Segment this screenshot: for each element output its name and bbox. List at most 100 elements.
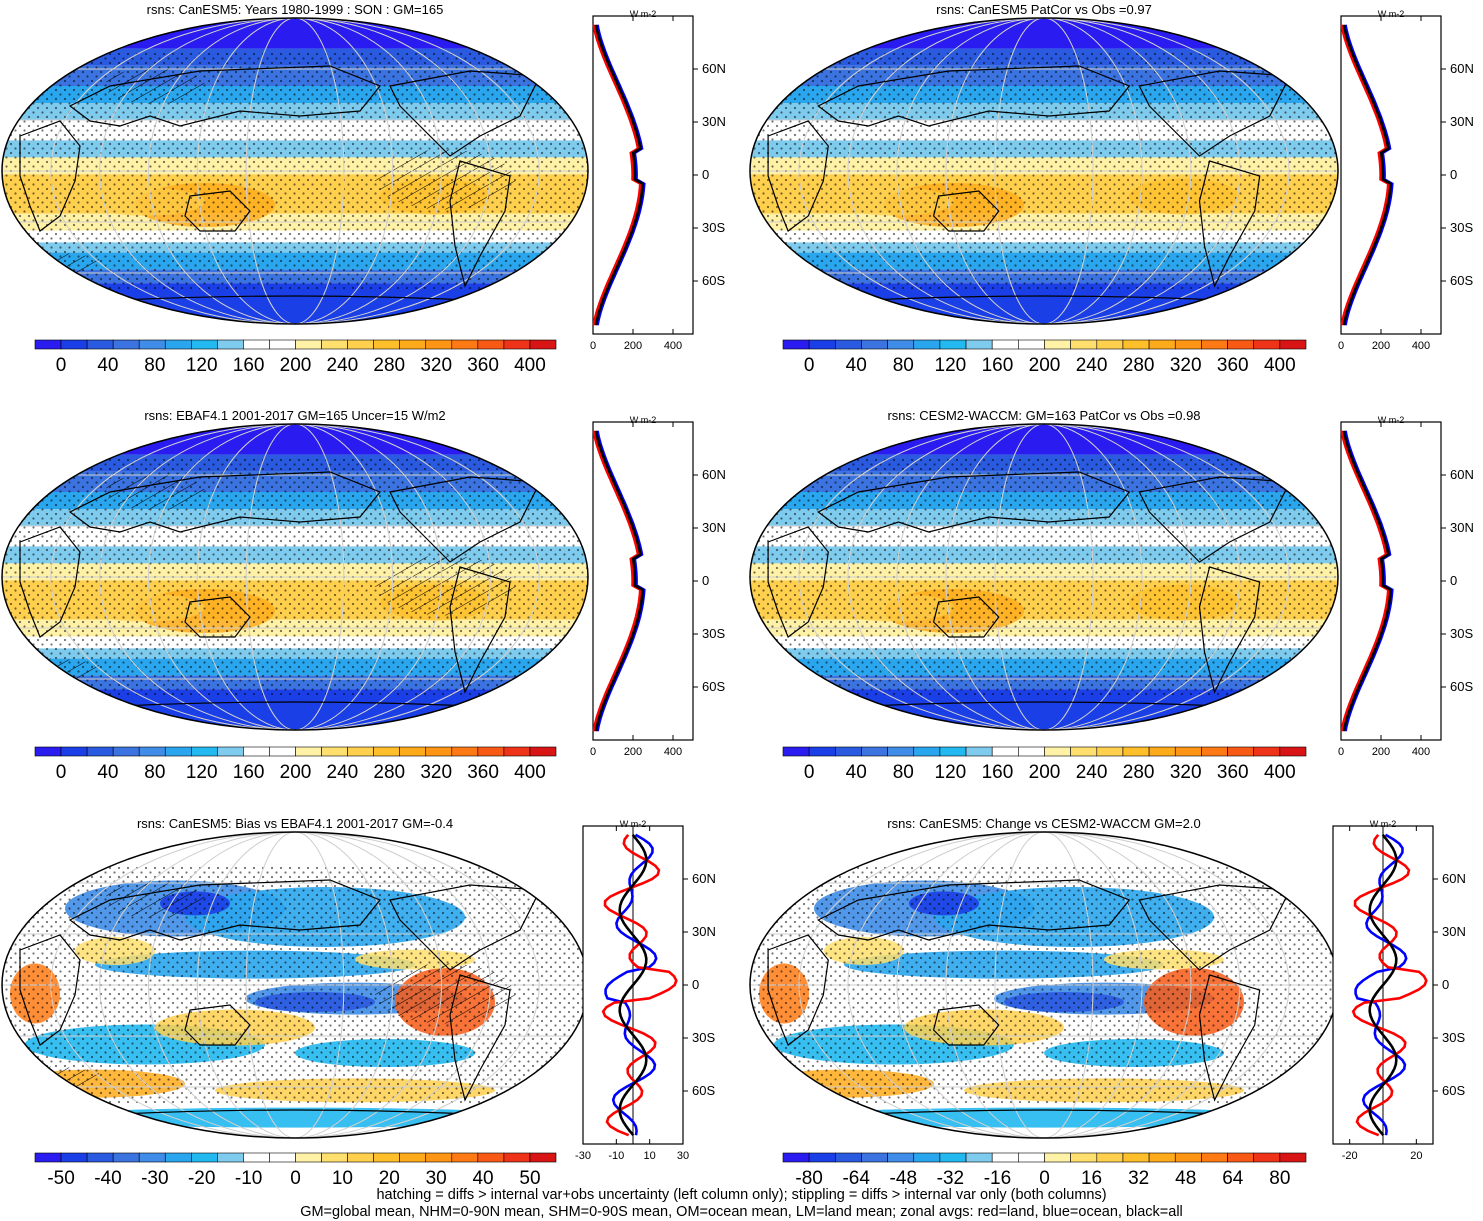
map-title: rsns: CanESM5: Change vs CESM2-WACCM GM=… <box>887 816 1201 831</box>
footer-caption: hatching = diffs > internal var+obs unce… <box>0 1187 1483 1221</box>
colorbar-tick-label: 400 <box>1264 762 1296 783</box>
colorbar-swatch <box>86 746 114 757</box>
colorbar-swatch <box>60 1152 88 1163</box>
colorbar-swatch <box>138 339 166 350</box>
zonal-plot: 60N 30N 0 30S 60S 0 200 400 W m-2 <box>1338 9 1474 352</box>
latitude-label: 60S <box>1450 273 1473 288</box>
colorbar-swatch <box>1122 746 1150 757</box>
colorbar-swatch <box>1070 746 1098 757</box>
colorbar-tick-label: 280 <box>1123 762 1155 783</box>
colorbar-swatch <box>60 746 88 757</box>
colorbar-swatch <box>191 746 218 757</box>
colorbar-tick-label: 16 <box>1081 1168 1102 1189</box>
colorbar-swatch <box>373 746 400 757</box>
zonal-tick-label: 400 <box>1412 746 1430 758</box>
zonal-tick-label: 200 <box>1372 746 1390 758</box>
zonal-tick-label: 0 <box>1338 340 1344 352</box>
colorbar-swatch <box>347 746 374 757</box>
colorbar-swatch <box>835 746 862 757</box>
zonal-tick-label: 400 <box>1412 340 1430 352</box>
colorbar-tick-label: 80 <box>893 762 914 783</box>
map-title: rsns: CanESM5: Years 1980-1999 : SON : G… <box>146 2 444 17</box>
latitude-label: 0 <box>702 167 709 182</box>
colorbar-swatch <box>861 339 888 350</box>
latitude-label: 30S <box>692 1030 715 1045</box>
zonal-plot: 60N 30N 0 30S 60S 0 200 400 W m-2 <box>590 415 726 758</box>
colorbar-swatch <box>1148 339 1176 350</box>
colorbar-swatch <box>1018 339 1045 350</box>
latitude-label: 30S <box>702 220 725 235</box>
colorbar-swatch <box>1279 746 1307 757</box>
latitude-label: 30N <box>702 114 726 129</box>
footer-line-2: GM=global mean, NHM=0-90N mean, SHM=0-90… <box>300 1204 1183 1220</box>
map <box>749 831 1339 1139</box>
colorbar-swatch <box>112 339 140 350</box>
colorbar-tick-label: 240 <box>327 355 359 376</box>
colorbar-swatch <box>1227 1152 1254 1163</box>
latitude-label: 30N <box>1442 924 1466 939</box>
colorbar-swatch <box>164 1152 192 1163</box>
map <box>1 423 589 731</box>
colorbar-swatch <box>347 1152 374 1163</box>
zonal-tick-label: 20 <box>1410 1150 1422 1162</box>
colorbar-swatch <box>939 746 967 757</box>
colorbar-tick-label: 360 <box>467 355 499 376</box>
colorbar-swatch <box>191 1152 218 1163</box>
colorbar-swatch <box>887 746 915 757</box>
zonal-line-land <box>592 430 642 732</box>
colorbar-swatch <box>477 339 505 350</box>
colorbar-swatch <box>451 339 479 350</box>
latitude-label: 30N <box>702 520 726 535</box>
zonal-plot: 60N 30N 0 30S 60S 0 200 400 W m-2 <box>1338 415 1474 758</box>
colorbar-swatch <box>1122 339 1150 350</box>
colorbar-swatch <box>529 746 557 757</box>
colorbar-tick-label: -32 <box>937 1168 964 1189</box>
colorbar-swatch <box>321 339 348 350</box>
colorbar-swatch <box>321 746 348 757</box>
colorbar-swatch <box>138 746 166 757</box>
zonal-line-all <box>594 24 645 326</box>
colorbar-tick-label: 320 <box>420 762 452 783</box>
map <box>1 17 589 325</box>
colorbar-swatch <box>477 1152 505 1163</box>
colorbar-swatch <box>991 746 1019 757</box>
zonal-line-all <box>618 833 648 1137</box>
colorbar-tick-label: 30 <box>426 1168 447 1189</box>
colorbar-swatch <box>451 1152 479 1163</box>
latitude-label: 60N <box>702 467 726 482</box>
latitude-label: 0 <box>1450 573 1457 588</box>
zonal-unit-label: W m-2 <box>630 9 657 19</box>
colorbar-swatch <box>269 339 296 350</box>
colorbar-swatch <box>451 746 479 757</box>
colorbar: 0 40 80 120 160 200 240 280 320 360 400 <box>782 339 1307 376</box>
colorbar-tick-label: 320 <box>1170 762 1202 783</box>
colorbar-swatch <box>425 746 453 757</box>
colorbar-tick-label: 48 <box>1175 1168 1196 1189</box>
latitude-label: 0 <box>692 977 699 992</box>
zonal-tick-label: 0 <box>590 746 596 758</box>
colorbar-swatch <box>782 1152 810 1163</box>
latitude-label: 30S <box>1442 1030 1465 1045</box>
colorbar-swatch <box>1174 746 1202 757</box>
colorbar-swatch <box>887 339 915 350</box>
colorbar-tick-label: 280 <box>373 355 405 376</box>
colorbar-tick-label: 64 <box>1222 1168 1244 1189</box>
colorbar-swatch <box>1201 339 1228 350</box>
colorbar-swatch <box>1070 339 1098 350</box>
colorbar-tick-label: 80 <box>1269 1168 1290 1189</box>
colorbar-swatch <box>529 339 557 350</box>
zonal-tick-label: 0 <box>1338 746 1344 758</box>
colorbar-swatch <box>503 746 531 757</box>
zonal-plot: 60N 30N 0 30S 60S -30 -10 10 30 W m-2 <box>575 819 716 1162</box>
colorbar-tick-label: 10 <box>332 1168 353 1189</box>
zonal-plot: 60N 30N 0 30S 60S 0 200 400 W m-2 <box>590 9 726 352</box>
colorbar-tick-label: 0 <box>56 355 67 376</box>
colorbar-swatch <box>321 1152 348 1163</box>
colorbar-tick-label: 20 <box>379 1168 400 1189</box>
colorbar-tick-label: 120 <box>935 355 967 376</box>
colorbar-tick-label: 240 <box>327 762 359 783</box>
colorbar-swatch <box>191 339 218 350</box>
colorbar-tick-label: 120 <box>186 355 218 376</box>
colorbar-swatch <box>399 746 427 757</box>
colorbar-tick-label: 40 <box>97 762 118 783</box>
